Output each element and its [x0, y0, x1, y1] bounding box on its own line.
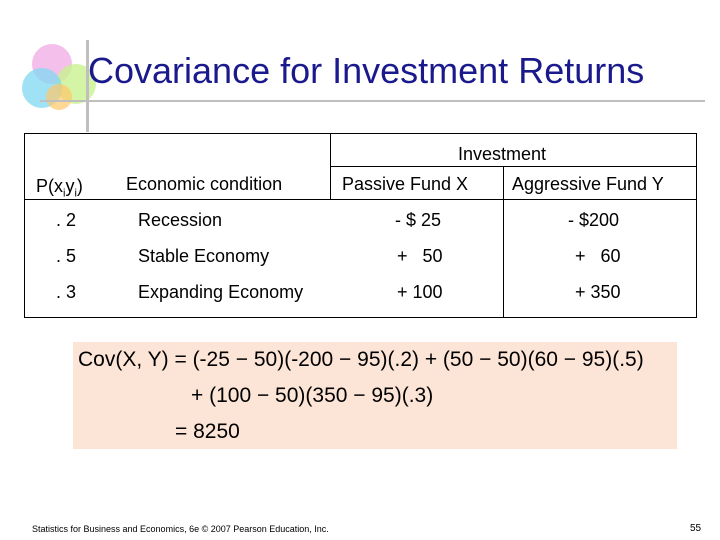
title-horizontal-rule — [40, 100, 705, 102]
logo-circles-icon — [22, 38, 96, 128]
investment-group-header: Investment — [458, 144, 547, 164]
row-condition: Expanding Economy — [138, 282, 304, 302]
row-probability: . 2 — [56, 210, 77, 230]
table-divider — [24, 199, 697, 200]
slide-title: Covariance for Investment Returns — [88, 50, 645, 91]
column-header-fund-y: Aggressive Fund Y — [512, 174, 664, 194]
row-fund-x-value: + 50 — [397, 246, 443, 266]
slide-footer: Statistics for Business and Economics, 6… — [32, 524, 329, 534]
row-probability: . 3 — [56, 282, 77, 302]
column-header-fund-x: Passive Fund X — [342, 174, 469, 194]
row-fund-x-value: + 100 — [397, 282, 443, 302]
row-probability: . 5 — [56, 246, 77, 266]
investment-table — [24, 133, 697, 318]
table-divider — [503, 166, 504, 317]
row-condition: Stable Economy — [138, 246, 270, 266]
covariance-formula-box: Cov(X, Y) = (-25 − 50)(-200 − 95)(.2) + … — [73, 342, 677, 449]
row-fund-y-value: + 60 — [575, 246, 621, 266]
row-condition: Recession — [138, 210, 223, 230]
table-divider — [330, 133, 331, 200]
column-header-condition: Economic condition — [126, 174, 283, 194]
title-vertical-rule — [86, 40, 89, 132]
row-fund-y-value: - $200 — [568, 210, 620, 230]
row-fund-y-value: + 350 — [575, 282, 621, 302]
table-divider — [330, 166, 696, 167]
row-fund-x-value: - $ 25 — [395, 210, 442, 230]
formula-line-1: Cov(X, Y) = (-25 − 50)(-200 − 95)(.2) + … — [78, 348, 644, 371]
formula-line-2: + (100 − 50)(350 − 95)(.3) — [191, 384, 434, 407]
column-header-probability: P(xiyi) — [36, 176, 83, 200]
formula-result: = 8250 — [175, 420, 240, 443]
page-number: 55 — [690, 523, 702, 534]
